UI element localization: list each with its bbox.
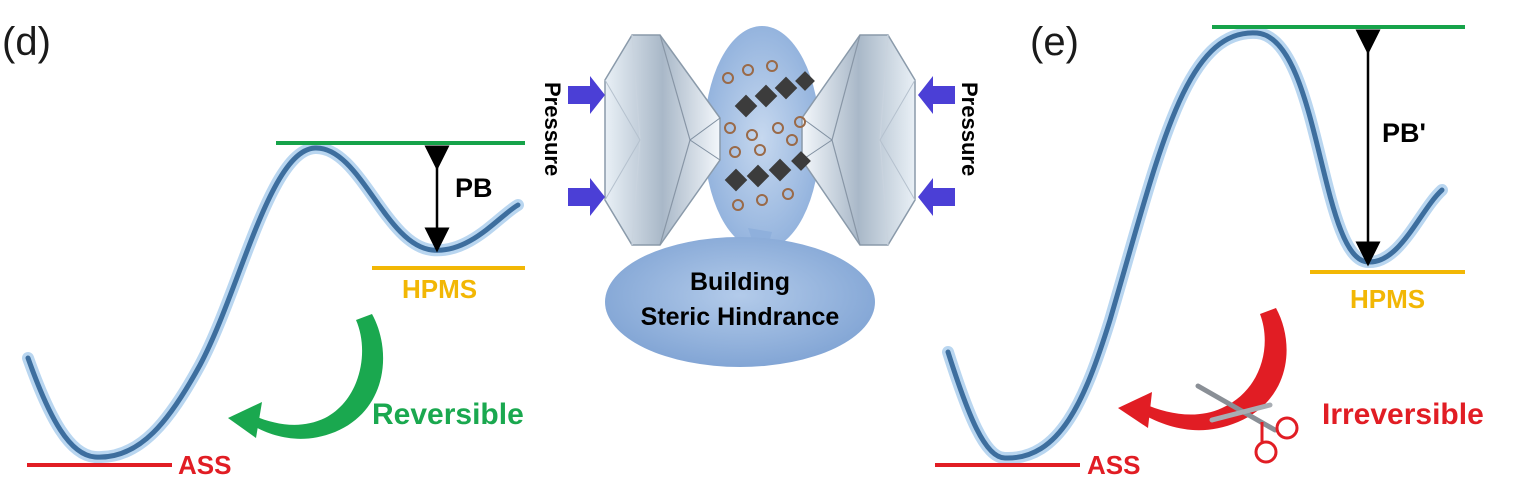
- diamond-anvil-right-icon: [801, 34, 916, 246]
- diamond-anvil-cell: Pressure Pressure Building Steric Hindra…: [540, 26, 982, 367]
- callout-bubble: [605, 237, 875, 367]
- panel-e-label: (e): [1030, 20, 1079, 64]
- ground-label-d: ASS: [178, 450, 231, 480]
- panel-e: (e) PB' HPMS ASS Irreversible: [935, 20, 1484, 480]
- metastable-label-e: HPMS: [1350, 284, 1425, 314]
- irreversible-label: Irreversible: [1322, 398, 1484, 431]
- callout-line-2: Steric Hindrance: [641, 303, 840, 331]
- panel-d-label: (d): [2, 20, 51, 64]
- metastable-label-d: HPMS: [402, 274, 477, 304]
- pressure-label-left: Pressure: [540, 82, 565, 176]
- callout-line-1: Building: [690, 268, 790, 296]
- barrier-label-d: PB: [455, 173, 493, 203]
- diamond-anvil-left-icon: [604, 34, 721, 246]
- panel-d: (d) PB HPMS ASS Reversible: [2, 20, 525, 480]
- reversible-arrow: [228, 314, 384, 439]
- irreversible-arrow: [1118, 308, 1287, 431]
- scissors-icon: [1195, 383, 1299, 464]
- pressure-label-right: Pressure: [957, 82, 982, 176]
- barrier-label-e: PB': [1382, 118, 1426, 148]
- reversible-label: Reversible: [372, 398, 524, 431]
- pressure-arrow-icon: [568, 76, 955, 216]
- ground-label-e: ASS: [1087, 450, 1140, 480]
